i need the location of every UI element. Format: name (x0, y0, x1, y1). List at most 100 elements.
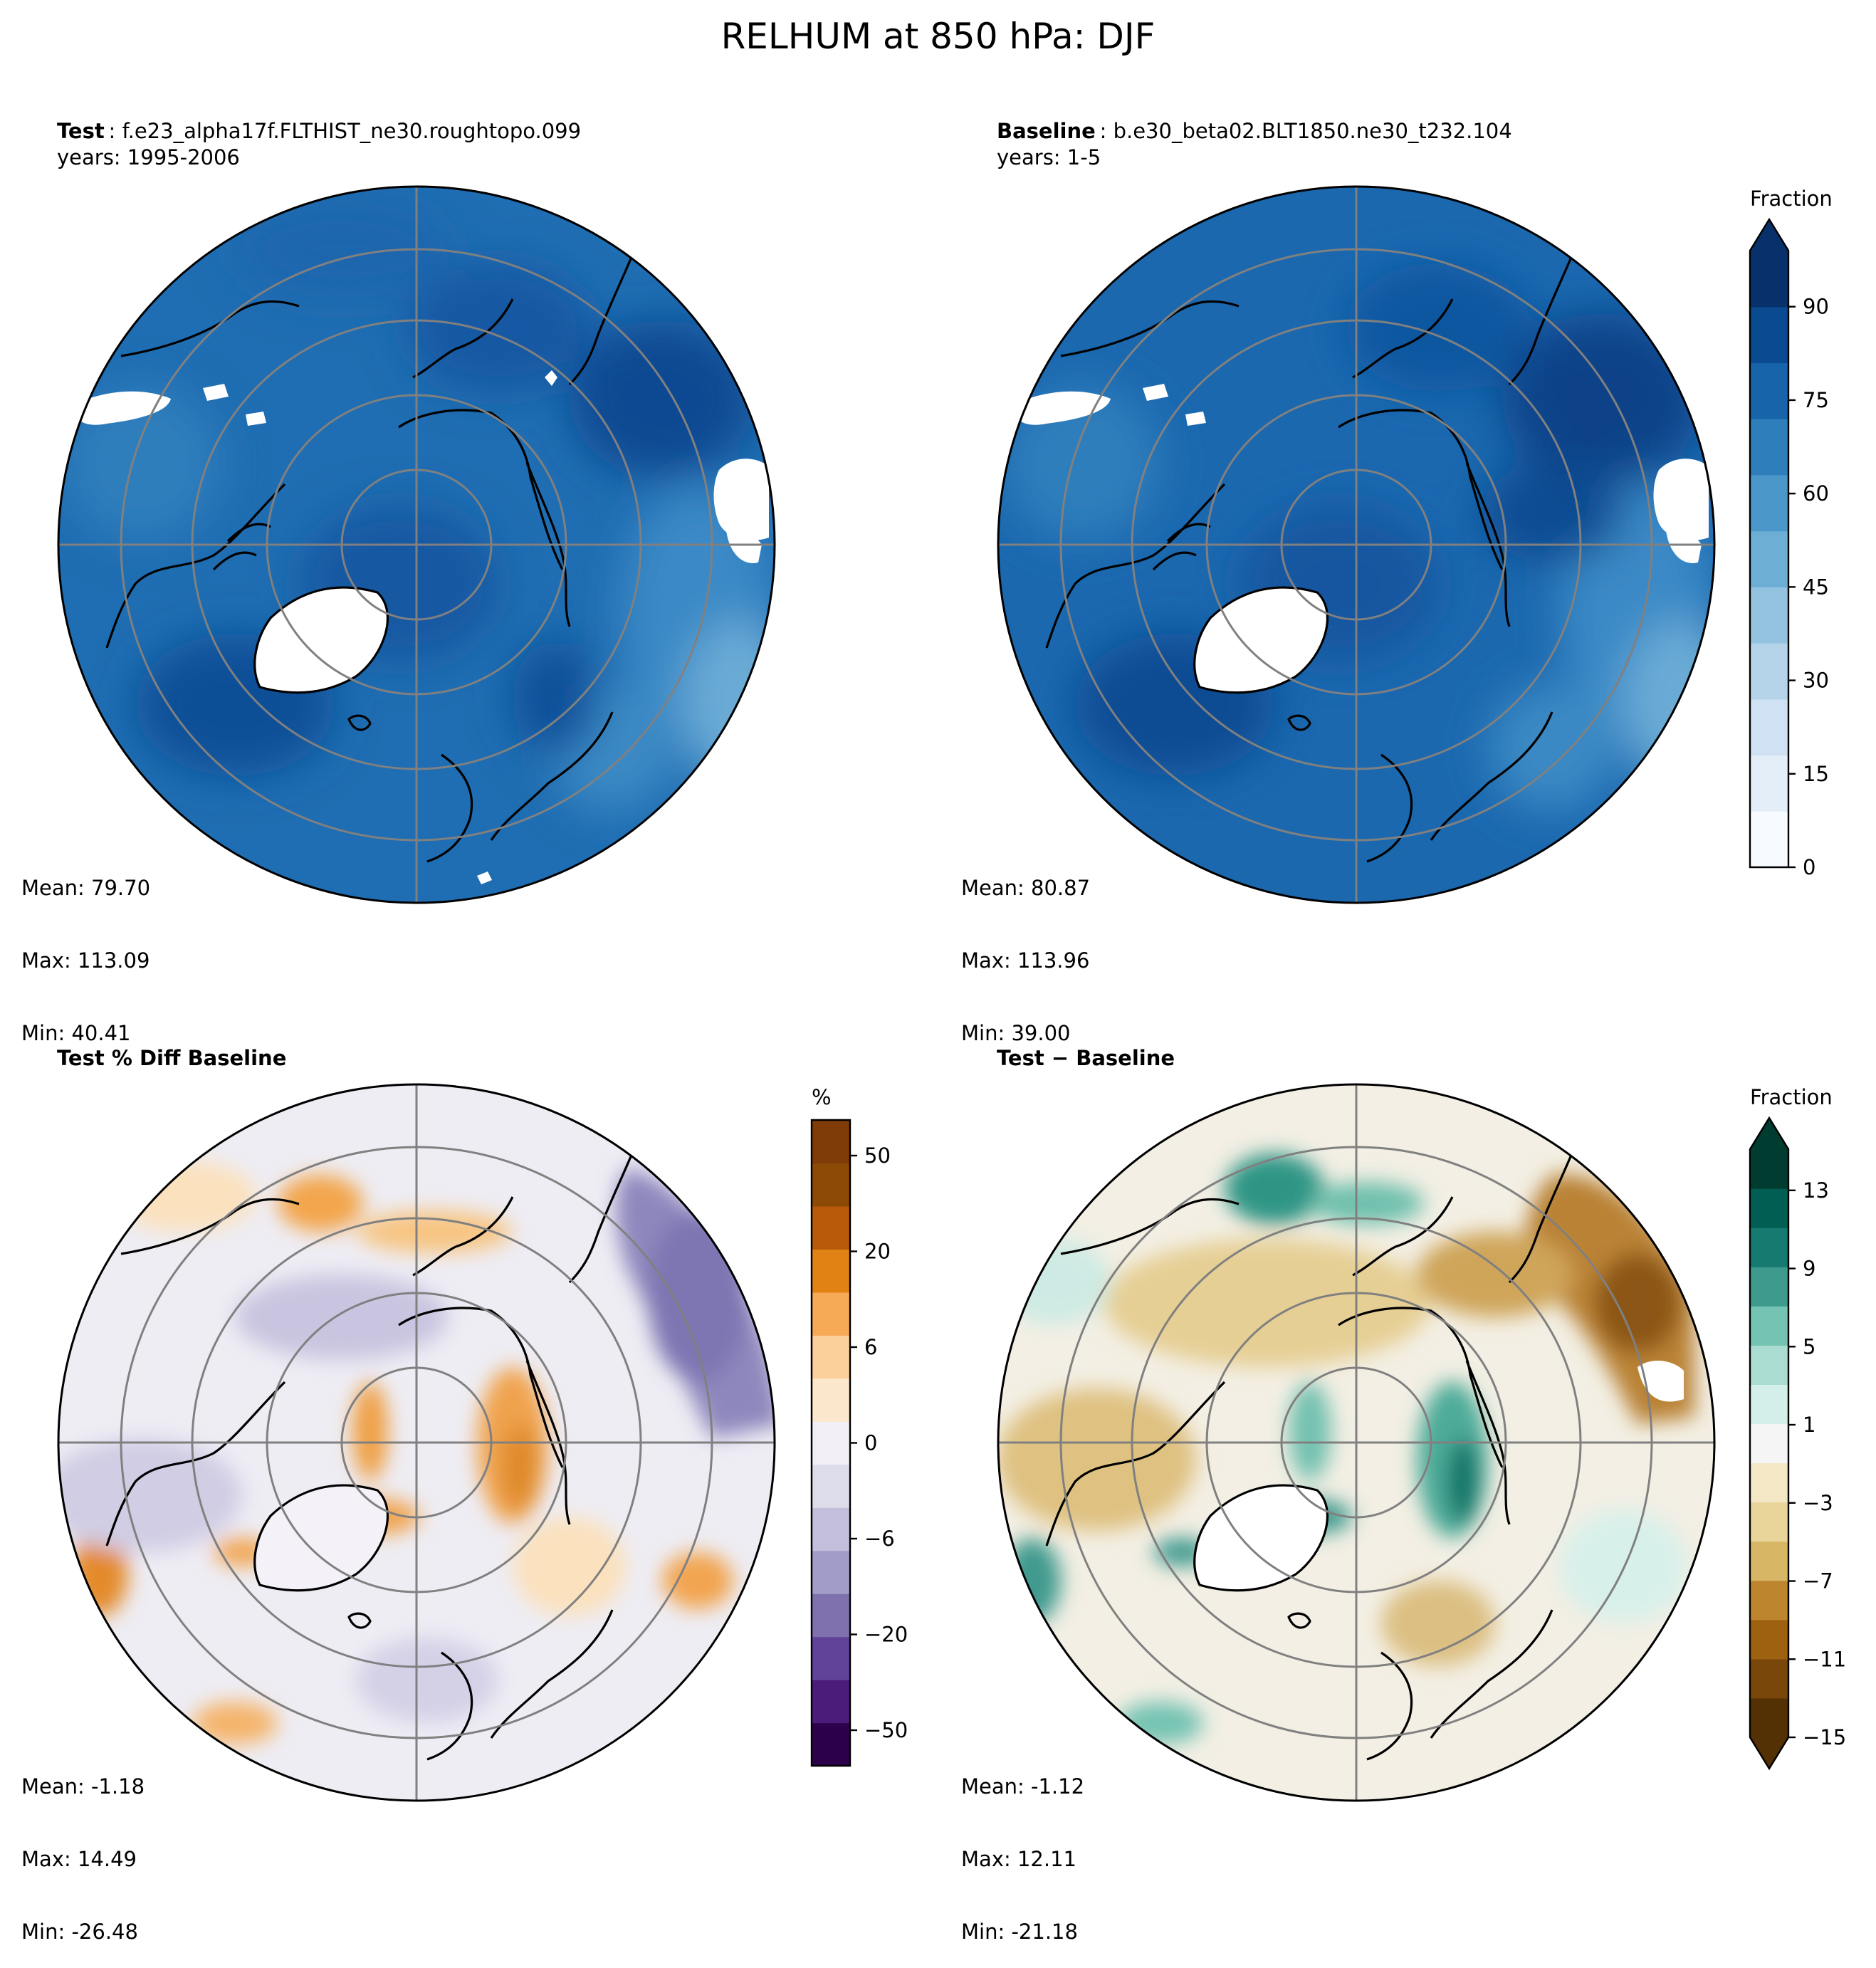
colorbar-swatch (1750, 419, 1788, 476)
colorbar-swatch (1750, 306, 1788, 364)
colorbar-swatch (1750, 1462, 1788, 1503)
colorbar-tick-label: −11 (1803, 1647, 1846, 1671)
colorbar-tick-label: 9 (1803, 1257, 1815, 1281)
baseline-title-bold: Baseline (997, 119, 1096, 143)
baseline-years: years: 1-5 (997, 145, 1101, 169)
colorbar-tick-label: 45 (1803, 575, 1829, 599)
diff-title-bold: Test − Baseline (997, 1046, 1175, 1070)
colorbar-swatch (812, 1680, 850, 1724)
test-years: years: 1995-2006 (57, 145, 240, 169)
test-min: Min: 40.41 (21, 1021, 131, 1045)
colorbar-swatch (1750, 1149, 1788, 1189)
test-greenland-mask (254, 587, 388, 693)
colorbar-swatch (1750, 1228, 1788, 1267)
baseline-min: Min: 39.00 (961, 1021, 1071, 1045)
diff-coastlines (1045, 1132, 1681, 1761)
colorbar-swatch (812, 1249, 850, 1293)
colorbar-swatch (1750, 755, 1788, 812)
figure-title: RELHUM at 850 hPa: DJF (720, 16, 1156, 57)
colorbar-tick-label: −20 (864, 1623, 908, 1647)
baseline-map (997, 185, 1716, 904)
cb-percent: −50 −20 −6 0 6 20 50 (810, 1119, 908, 1767)
pctdiff-map-boundary (57, 1083, 776, 1802)
colorbar-swatch (812, 1636, 850, 1680)
diff-min: Min: -21.18 (961, 1920, 1078, 1944)
pctdiff-max: Max: 14.49 (21, 1847, 137, 1871)
test-panel-title: Test : f.e23_alpha17f.FLTHIST_ne30.rough… (57, 119, 582, 169)
cb-fraction-top-label: Fraction (1750, 187, 1833, 211)
cb-fraction-diff-label: Fraction (1750, 1085, 1833, 1109)
diff-mean: Mean: -1.12 (961, 1774, 1085, 1799)
colorbar-swatch (1750, 1423, 1788, 1464)
colorbar-swatch (1750, 1384, 1788, 1425)
diff-max: Max: 12.11 (961, 1847, 1076, 1871)
colorbar-tick-label: −15 (1803, 1725, 1846, 1749)
colorbar-swatch (1750, 251, 1788, 308)
diff-map (997, 1083, 1716, 1802)
colorbar-swatch (1750, 1580, 1788, 1621)
colorbar-swatch (812, 1722, 850, 1767)
colorbar-swatch (812, 1163, 850, 1207)
colorbar-tick-label: 75 (1803, 388, 1829, 412)
test-title-bold: Test (57, 119, 105, 143)
test-case-name: f.e23_alpha17f.FLTHIST_ne30.roughtopo.09… (122, 119, 582, 143)
colorbar-swatch (1750, 1188, 1788, 1228)
colorbar-swatch (1750, 1697, 1788, 1738)
diff-panel-title: Test − Baseline (997, 1045, 1175, 1072)
colorbar-swatch (812, 1335, 850, 1379)
test-stats: Mean: 79.70 Max: 113.09 Min: 40.41 (21, 827, 150, 1069)
colorbar-swatch (1750, 1502, 1788, 1542)
baseline-mean: Mean: 80.87 (961, 876, 1091, 900)
colorbar-tick-label: −7 (1803, 1569, 1833, 1593)
colorbar-outline (810, 1119, 851, 1767)
baseline-stats: Mean: 80.87 Max: 113.96 Min: 39.00 (961, 827, 1090, 1069)
baseline-panel-title: Baseline : b.e30_beta02.BLT1850.ne30_t23… (997, 119, 1512, 169)
cb-fraction-diff: −15 −11 −7 −3 1 5 9 13 (1749, 1116, 1846, 1771)
colorbar-swatch (1750, 362, 1788, 419)
pctdiff-graticule (58, 1084, 775, 1801)
colorbar-tick-label: 15 (1803, 762, 1829, 786)
cb-fraction-top: 0 15 30 45 60 75 90 (1749, 217, 1829, 879)
colorbar-swatch (812, 1593, 850, 1638)
colorbar-tick-label: 6 (864, 1335, 877, 1359)
baseline-case-name: b.e30_beta02.BLT1850.ne30_t232.104 (1113, 119, 1512, 143)
baseline-greenland-mask (1194, 587, 1328, 693)
colorbar-swatch (812, 1378, 850, 1422)
colorbar-swatch (812, 1205, 850, 1250)
colorbar-tick-label: 0 (1803, 855, 1815, 879)
colorbar-extend-high (1750, 219, 1788, 251)
colorbar-swatch (1750, 587, 1788, 644)
colorbar-swatch (1750, 1267, 1788, 1307)
colorbar-tick-label: 5 (1803, 1334, 1815, 1359)
cb-percent-label: % (812, 1085, 832, 1109)
colorbar-swatch (1750, 474, 1788, 532)
colorbar-tick-label: −3 (1803, 1491, 1833, 1515)
colorbar-swatch (812, 1550, 850, 1594)
colorbar-swatch (812, 1120, 850, 1164)
colorbar-outline (1749, 217, 1790, 869)
colorbar-tick-label: 60 (1803, 481, 1829, 506)
colorbar-swatch (1750, 1658, 1788, 1699)
pctdiff-panel-title: Test % Diff Baseline (57, 1045, 286, 1072)
colorbar-swatch (1750, 530, 1788, 587)
colorbar-tick-label: 0 (864, 1431, 877, 1455)
baseline-map-boundary (997, 185, 1716, 904)
colorbar-swatch (1750, 1306, 1788, 1346)
test-max: Max: 113.09 (21, 948, 150, 973)
test-map-boundary (57, 185, 776, 904)
baseline-max: Max: 113.96 (961, 948, 1090, 973)
pctdiff-min: Min: -26.48 (21, 1920, 138, 1944)
colorbar-tick-label: −6 (864, 1527, 895, 1551)
colorbar-tick-label: 90 (1803, 295, 1829, 319)
colorbar-tick-label: 1 (1803, 1413, 1815, 1437)
colorbar-swatch (812, 1292, 850, 1336)
colorbar-swatch (1750, 1619, 1788, 1660)
baseline-graticule (998, 187, 1714, 903)
colorbar-swatch (1750, 1345, 1788, 1385)
diff-graticule (998, 1084, 1714, 1801)
colorbar-swatch (1750, 811, 1788, 868)
colorbar-swatch (1750, 643, 1788, 700)
test-mean: Mean: 79.70 (21, 876, 151, 900)
colorbar-tick-label: −50 (864, 1718, 908, 1742)
